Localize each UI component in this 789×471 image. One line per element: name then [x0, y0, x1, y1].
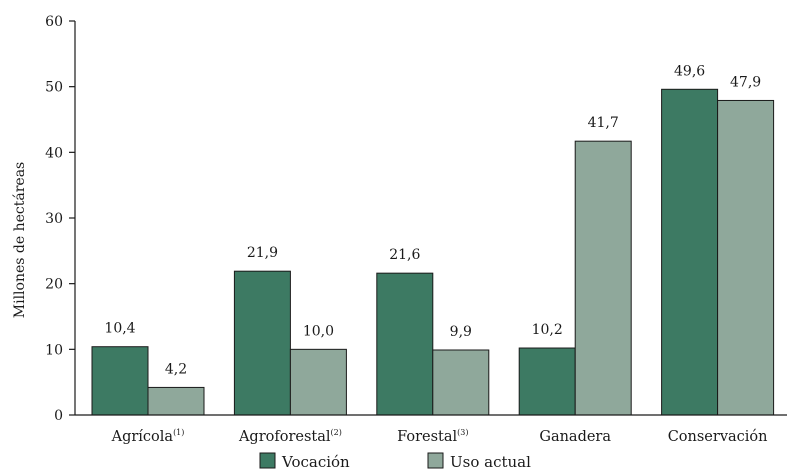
- data-label: 9,9: [450, 324, 472, 340]
- legend-swatch: [427, 452, 444, 469]
- bar-vocacion: [518, 347, 576, 416]
- data-label: 10,2: [532, 322, 563, 338]
- x-tick-label: Agrícola(1): [111, 428, 185, 445]
- y-tick-label: 10: [45, 342, 63, 358]
- data-label: 10,4: [104, 321, 135, 337]
- legend: Vocación Uso actual: [259, 452, 531, 471]
- y-tick-label: 30: [45, 211, 63, 227]
- y-tick-label: 50: [45, 80, 63, 96]
- y-tick-label: 40: [45, 145, 63, 161]
- footnote-marker: (2): [331, 428, 342, 437]
- legend-swatch: [259, 452, 276, 469]
- bar-vocacion: [376, 272, 434, 416]
- y-axis-label: Millones de hectáreas: [12, 162, 28, 318]
- legend-label: Vocación: [281, 453, 350, 471]
- data-label: 21,6: [389, 247, 420, 263]
- data-label: 47,9: [730, 74, 761, 90]
- bar-uso-actual: [717, 99, 775, 416]
- bar-vocacion: [91, 346, 149, 416]
- data-label: 21,9: [247, 245, 278, 261]
- data-label: 4,2: [165, 361, 187, 377]
- bar-uso-actual: [432, 349, 490, 416]
- bars: 10,4 4,2 21,9 10,0 21,6 9,9 10,2 41,7 49,6 47,9: [91, 63, 775, 416]
- bar-vocacion: [661, 88, 719, 416]
- data-label: 41,7: [588, 115, 619, 131]
- bar-vocacion: [233, 270, 291, 416]
- x-tick-label: Forestal(3): [397, 428, 468, 445]
- bar-uso-actual: [289, 348, 347, 416]
- bar-uso-actual: [147, 386, 205, 416]
- legend-label: Uso actual: [450, 453, 531, 471]
- x-tick-label: Ganadera: [539, 429, 611, 445]
- x-tick-label: Agroforestal(2): [238, 428, 342, 445]
- footnote-marker: (3): [457, 428, 468, 437]
- y-tick-label: 60: [45, 14, 63, 30]
- footnote-marker: (1): [173, 428, 184, 437]
- data-label: 49,6: [674, 63, 705, 79]
- y-axis: 0 10 20 30 40 50 60: [45, 14, 76, 424]
- data-label: 10,0: [303, 323, 334, 339]
- x-axis: Agrícola(1) Agroforestal(2) Forestal(3) Gan…: [75, 414, 787, 445]
- x-tick-label: Conservación: [668, 429, 768, 445]
- bar-uso-actual: [574, 140, 632, 416]
- y-tick-label: 20: [45, 277, 63, 293]
- y-tick-label: 0: [54, 408, 63, 424]
